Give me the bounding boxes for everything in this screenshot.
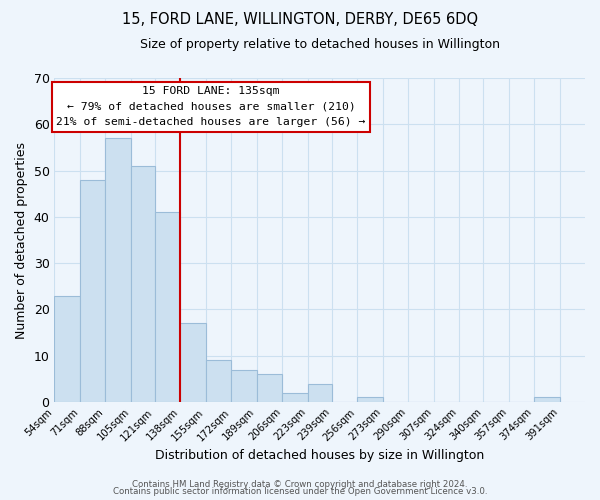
Bar [131,166,155,402]
Title: Size of property relative to detached houses in Willington: Size of property relative to detached ho… [140,38,500,51]
Bar [308,384,332,402]
Bar [155,212,181,402]
X-axis label: Distribution of detached houses by size in Willington: Distribution of detached houses by size … [155,450,484,462]
Text: 15, FORD LANE, WILLINGTON, DERBY, DE65 6DQ: 15, FORD LANE, WILLINGTON, DERBY, DE65 6… [122,12,478,28]
Bar [534,398,560,402]
Text: 15 FORD LANE: 135sqm
← 79% of detached houses are smaller (210)
21% of semi-deta: 15 FORD LANE: 135sqm ← 79% of detached h… [56,86,365,128]
Bar [55,296,80,402]
Bar [282,393,308,402]
Text: Contains public sector information licensed under the Open Government Licence v3: Contains public sector information licen… [113,487,487,496]
Bar [181,324,206,402]
Bar [106,138,131,402]
Text: Contains HM Land Registry data © Crown copyright and database right 2024.: Contains HM Land Registry data © Crown c… [132,480,468,489]
Bar [257,374,282,402]
Bar [357,398,383,402]
Bar [80,180,106,402]
Bar [206,360,231,402]
Bar [231,370,257,402]
Y-axis label: Number of detached properties: Number of detached properties [15,142,28,338]
